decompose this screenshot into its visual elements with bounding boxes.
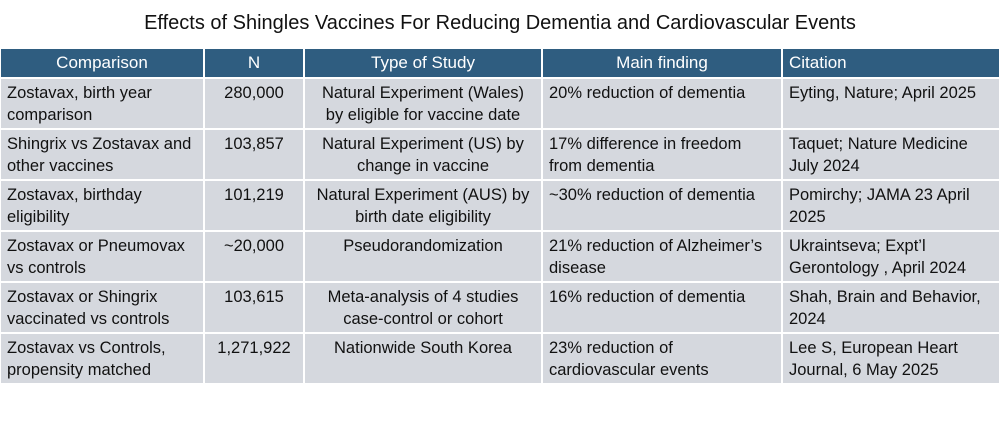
cell-n: 1,271,922: [204, 333, 305, 385]
table-header-row: Comparison N Type of Study Main finding …: [1, 49, 999, 79]
cell-comparison: Zostavax, birthday eligibility: [1, 180, 205, 232]
cell-citation: Shah, Brain and Behavior, 2024: [782, 282, 999, 334]
cell-type-of-study: Natural Experiment (AUS) by birth date e…: [304, 180, 543, 232]
cell-citation: Taquet; Nature Medicine July 2024: [782, 129, 999, 181]
cell-main-finding: 21% reduction of Alzheimer’s disease: [542, 231, 783, 283]
table-row: Zostavax vs Controls, propensity matched…: [1, 333, 999, 385]
cell-type-of-study: Nationwide South Korea: [304, 333, 543, 385]
cell-n: 103,615: [204, 282, 305, 334]
cell-comparison: Zostavax, birth year comparison: [1, 78, 205, 130]
cell-comparison: Zostavax or Shingrix vaccinated vs contr…: [1, 282, 205, 334]
cell-type-of-study: Natural Experiment (Wales) by eligible f…: [304, 78, 543, 130]
header-n: N: [204, 49, 305, 79]
studies-table: Comparison N Type of Study Main finding …: [1, 49, 999, 385]
cell-comparison: Zostavax vs Controls, propensity matched: [1, 333, 205, 385]
header-type-of-study: Type of Study: [304, 49, 543, 79]
table-row: Zostavax or Pneumovax vs controls ~20,00…: [1, 231, 999, 283]
cell-type-of-study: Meta-analysis of 4 studies case-control …: [304, 282, 543, 334]
cell-n: ~20,000: [204, 231, 305, 283]
header-main-finding: Main finding: [542, 49, 783, 79]
cell-n: 103,857: [204, 129, 305, 181]
cell-comparison: Zostavax or Pneumovax vs controls: [1, 231, 205, 283]
cell-main-finding: 20% reduction of dementia: [542, 78, 783, 130]
cell-n: 101,219: [204, 180, 305, 232]
cell-comparison: Shingrix vs Zostavax and other vaccines: [1, 129, 205, 181]
header-comparison: Comparison: [1, 49, 205, 79]
cell-main-finding: 23% reduction of cardiovascular events: [542, 333, 783, 385]
cell-type-of-study: Natural Experiment (US) by change in vac…: [304, 129, 543, 181]
table-row: Zostavax or Shingrix vaccinated vs contr…: [1, 282, 999, 334]
table-row: Zostavax, birth year comparison 280,000 …: [1, 78, 999, 130]
cell-main-finding: 16% reduction of dementia: [542, 282, 783, 334]
cell-main-finding: ~30% reduction of dementia: [542, 180, 783, 232]
table-row: Zostavax, birthday eligibility 101,219 N…: [1, 180, 999, 232]
cell-n: 280,000: [204, 78, 305, 130]
cell-main-finding: 17% difference in freedom from dementia: [542, 129, 783, 181]
cell-type-of-study: Pseudorandomization: [304, 231, 543, 283]
table-row: Shingrix vs Zostavax and other vaccines …: [1, 129, 999, 181]
header-citation: Citation: [782, 49, 999, 79]
cell-citation: Pomirchy; JAMA 23 April 2025: [782, 180, 999, 232]
cell-citation: Lee S, European Heart Journal, 6 May 202…: [782, 333, 999, 385]
page-title: Effects of Shingles Vaccines For Reducin…: [144, 12, 856, 34]
cell-citation: Eyting, Nature; April 2025: [782, 78, 999, 130]
cell-citation: Ukraintseva; Expt’l Gerontology , April …: [782, 231, 999, 283]
